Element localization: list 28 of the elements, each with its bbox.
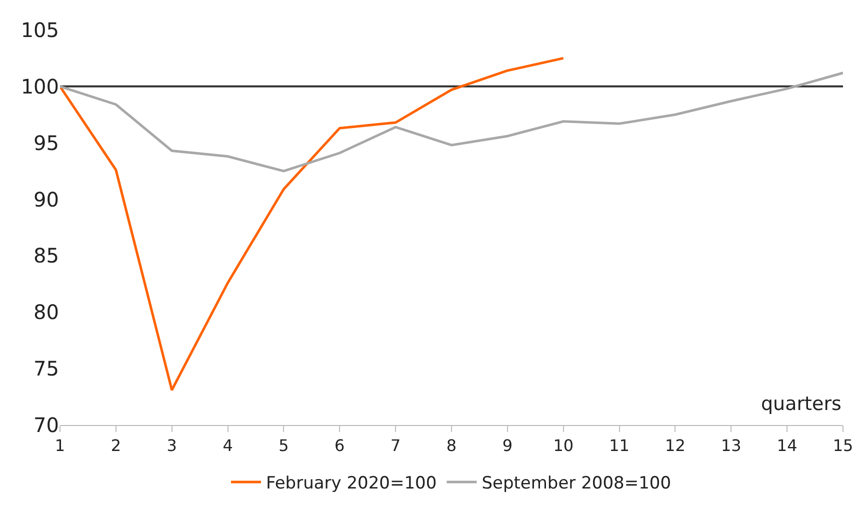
y-tick-label: 85 xyxy=(34,244,59,268)
y-tick-label: 95 xyxy=(34,130,59,155)
legend-label: September 2008=100 xyxy=(482,474,672,494)
x-axis-title: quarters xyxy=(761,393,842,415)
x-tick-label: 6 xyxy=(334,436,345,456)
x-tick-label: 14 xyxy=(776,436,798,456)
y-tick-label: 90 xyxy=(34,187,59,212)
x-tick-label: 7 xyxy=(390,436,401,456)
x-tick-label: 8 xyxy=(446,436,457,456)
y-tick-label: 100 xyxy=(20,74,59,98)
x-tick-label: 4 xyxy=(222,436,233,456)
x-tick-label: 5 xyxy=(278,436,289,456)
x-tick-label: 3 xyxy=(166,436,177,456)
x-tick-label: 15 xyxy=(832,436,854,456)
x-tick-label: 10 xyxy=(553,436,574,456)
y-tick-label: 70 xyxy=(34,413,59,437)
line-series xyxy=(60,56,565,392)
x-tick-label: 13 xyxy=(720,436,742,456)
x-tick-label: 11 xyxy=(609,436,630,456)
x-tick-label: 12 xyxy=(665,436,686,456)
x-tick-label: 9 xyxy=(502,436,513,456)
y-tick-label: 80 xyxy=(34,300,59,324)
legend-label: February 2020=100 xyxy=(266,474,437,494)
x-tick-label: 1 xyxy=(54,436,66,456)
y-tick-label: 105 xyxy=(20,18,59,42)
line-series xyxy=(60,72,843,172)
x-tick-label: 2 xyxy=(110,436,122,456)
y-tick-label: 75 xyxy=(34,356,59,381)
